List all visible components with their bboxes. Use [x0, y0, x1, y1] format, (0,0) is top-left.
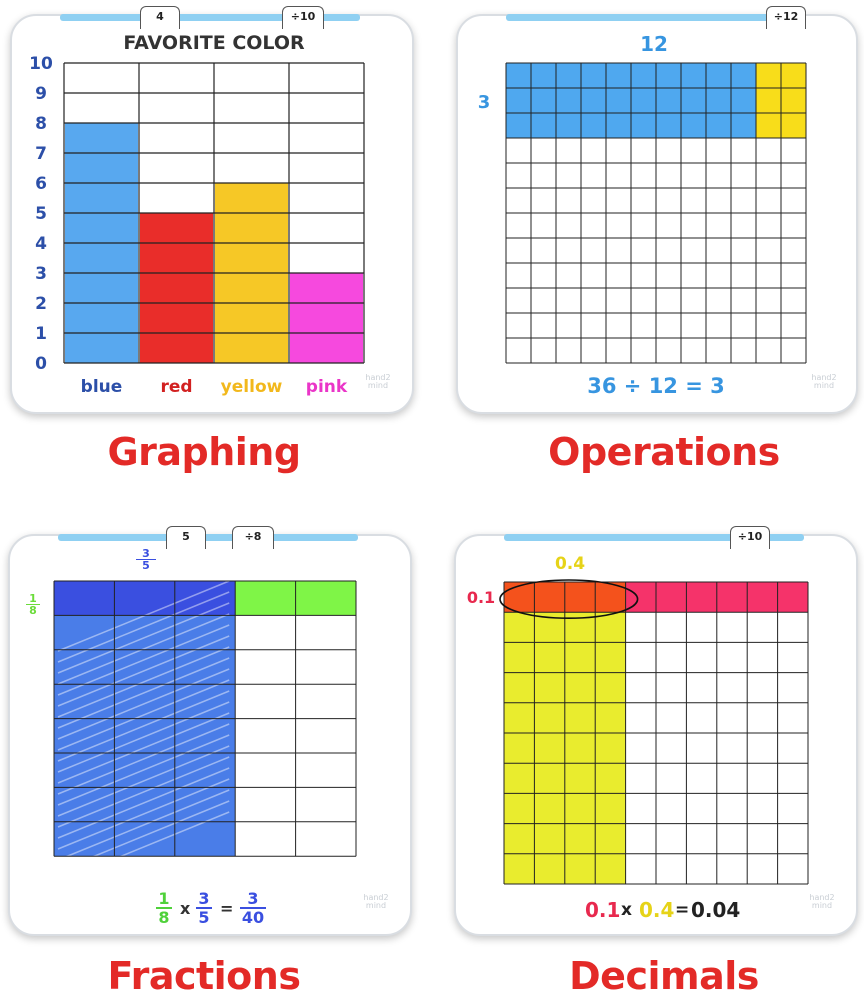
brand-logo: hand2 mind [806, 894, 838, 910]
decimals-grid-lines [503, 581, 809, 885]
y-tick-label: 6 [35, 174, 47, 194]
operations-grid-lines [505, 62, 807, 364]
caption-operations: Operations [548, 430, 780, 474]
equation-result: 0.04 [691, 898, 741, 922]
y-tick-label: 2 [35, 294, 47, 314]
fractions-top-bar [58, 534, 358, 541]
brand-logo-line-2: mind [811, 901, 833, 910]
y-tick-label: 8 [35, 114, 47, 134]
fraction-denominator: 5 [142, 559, 150, 572]
caption-decimals: Decimals [569, 954, 759, 998]
brand-logo: hand2 mind [808, 374, 840, 390]
fraction-denominator: 8 [29, 604, 37, 617]
fraction-denominator: 40 [241, 908, 265, 927]
operations-top-label: 12 [640, 32, 668, 56]
fraction-numerator: 3 [240, 890, 266, 909]
y-tick-label: 4 [35, 234, 47, 254]
operations-top-bar [506, 14, 806, 21]
fractions-tab-right[interactable]: ÷8 [232, 526, 274, 549]
dark-blue-region [54, 581, 236, 616]
graphing-top-bar [60, 14, 360, 21]
brand-logo-line-2: mind [365, 901, 387, 910]
decimals-tab[interactable]: ÷10 [730, 526, 770, 549]
y-tick-label: 3 [35, 264, 47, 284]
fraction-numerator: 1 [156, 890, 172, 909]
bar-pink [290, 273, 363, 363]
operations-side-label: 3 [477, 92, 491, 113]
decimals-top-bar [504, 534, 804, 541]
fraction-numerator: 3 [196, 890, 212, 909]
fraction-numerator: 1 [26, 593, 40, 605]
brand-logo-line-1: hand2 [809, 893, 835, 902]
brand-logo-line-2: mind [367, 381, 389, 390]
fractions-side-fraction: 1 8 [26, 593, 40, 616]
operations-tab[interactable]: ÷12 [766, 6, 806, 29]
equation-equals: = [675, 900, 690, 920]
graph-title: FAVORITE COLOR [123, 32, 305, 54]
operations-equation: 36 ÷ 12 = 3 [587, 374, 725, 398]
circled-overlap [499, 579, 639, 620]
y-tick-label: 1 [35, 324, 47, 344]
caption-fractions: Fractions [107, 954, 301, 998]
fraction-denominator: 5 [198, 908, 210, 927]
equation-factor-a: 0.1 [585, 898, 621, 922]
blue-region [54, 615, 236, 857]
x-tick-label-blue: blue [81, 377, 123, 397]
graphing-tab-right[interactable]: ÷10 [282, 6, 324, 29]
equation-times: x [621, 900, 632, 920]
decimals-equation: 0.1 x 0.4 = 0.04 [585, 898, 755, 926]
fraction-denominator: 8 [158, 908, 170, 927]
brand-logo: hand2 mind [360, 894, 392, 910]
x-tick-label-red: red [160, 377, 192, 397]
decimals-top-label: 0.4 [554, 554, 586, 574]
brand-logo: hand2 mind [362, 374, 394, 390]
caption-graphing: Graphing [107, 430, 301, 474]
brand-logo-line-2: mind [813, 381, 835, 390]
equation-fraction-1: 1 8 [156, 890, 172, 926]
y-tick-label: 9 [35, 84, 47, 104]
x-tick-label-yellow: yellow [221, 377, 283, 397]
fractions-top-fraction: 3 5 [136, 548, 156, 571]
fractions-grid-lines [53, 580, 357, 857]
equation-fraction-2: 3 5 [196, 890, 212, 926]
fraction-numerator: 3 [136, 548, 156, 560]
x-tick-label-pink: pink [306, 377, 348, 397]
brand-logo-line-1: hand2 [363, 893, 389, 902]
fractions-equation: 1 8 x 3 5 = 3 40 [150, 888, 280, 932]
equation-times: x [180, 899, 191, 918]
bar-red [140, 213, 213, 363]
fractions-tab-left[interactable]: 5 [166, 526, 206, 549]
brand-logo-line-1: hand2 [365, 373, 391, 382]
brand-logo-line-1: hand2 [811, 373, 837, 382]
graphing-tab-left[interactable]: 4 [140, 6, 180, 29]
scribble-strokes [57, 580, 230, 883]
equation-factor-b: 0.4 [639, 898, 675, 922]
graph-grid [63, 62, 365, 364]
equation-equals: = [220, 899, 234, 918]
equation-fraction-3: 3 40 [240, 890, 266, 926]
y-tick-label: 0 [35, 354, 47, 374]
y-tick-label: 10 [29, 54, 53, 74]
decimals-side-label: 0.1 [466, 588, 496, 607]
y-tick-label: 5 [35, 204, 47, 224]
y-tick-label: 7 [35, 144, 47, 164]
